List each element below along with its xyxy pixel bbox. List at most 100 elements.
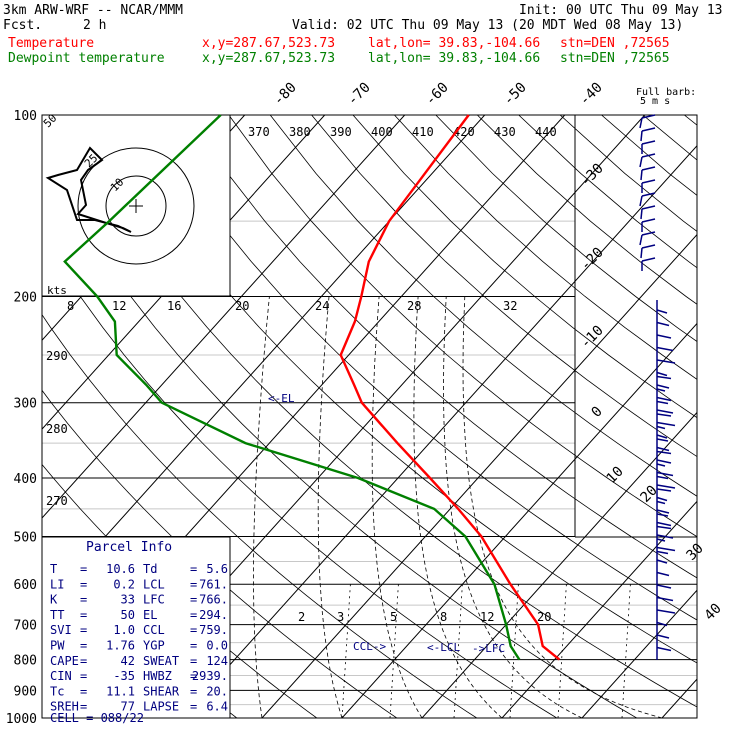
isotherm--80 [42, 115, 326, 430]
parcel-eq2-4: = [190, 623, 197, 637]
parcel-value-7: -35 [113, 669, 135, 683]
parcel-value2-9: 6.4 [206, 700, 228, 714]
theta-label-390: 390 [330, 125, 352, 139]
barb-upper-4 [640, 169, 643, 181]
barb-upper-9 [639, 234, 643, 246]
parcel-eq2-6: = [190, 654, 197, 668]
barb-lower-27 [656, 646, 672, 652]
barb-lower-11 [656, 446, 670, 452]
parcel-eq-9: = [80, 700, 87, 714]
parcel-label-6: CAPE [50, 654, 79, 668]
barb-upper-3 [639, 156, 643, 168]
isotherm-label--50: -50 [501, 80, 530, 109]
barb-lower-b-8 [656, 413, 672, 417]
parcel-eq-2: = [80, 593, 87, 607]
dry-adiabat-310 [62, 115, 697, 708]
parcel-label-1: LI [50, 577, 64, 591]
parcel-frame [41, 536, 231, 719]
moist-adiabat-3 [413, 296, 503, 718]
isotherm-20 [581, 589, 697, 718]
hodograph-trace [45, 146, 132, 233]
pressure-label-100: 100 [14, 109, 37, 124]
barb-upper-flag-6 [641, 192, 656, 197]
barb-lower-b-5 [656, 375, 672, 380]
parcel-value2-7: 2939. [192, 669, 228, 683]
barb-lower-b-7 [656, 400, 669, 405]
barb-upper-0 [639, 117, 643, 129]
barb-upper-6 [639, 195, 643, 207]
theta-label-380: 380 [289, 125, 311, 139]
theta-label-410: 410 [412, 125, 434, 139]
pressure-label-500: 500 [14, 530, 37, 545]
wind-legend-units: 5 m s [640, 96, 670, 107]
legend-dewpoint: Dewpoint temperature [8, 51, 165, 66]
hodograph-ring-10 [105, 175, 167, 237]
lcl-annotation: <-LCL [427, 641, 460, 654]
parcel-eq2-1: = [190, 577, 197, 591]
barb-lower-15 [656, 496, 668, 502]
barb-upper-flag-8 [641, 218, 656, 223]
dry-adiabat-360 [269, 115, 697, 497]
barb-lower-14 [656, 484, 676, 489]
lfc-annotation: ->LFC [472, 642, 505, 655]
parcel-label-0: T [50, 562, 57, 576]
isotherm-label--80: -80 [271, 80, 300, 109]
theta-left-label-280: 280 [46, 422, 68, 436]
mixing-ratio-2 [341, 584, 351, 718]
barb-upper-flag-1 [641, 127, 656, 132]
isotherm-label--60: -60 [423, 80, 452, 109]
parcel-eq2-8: = [190, 684, 197, 698]
isotherm-30 [661, 678, 697, 718]
dry-adiabat-390 [394, 115, 697, 380]
parcel-title: Parcel Info [86, 540, 172, 555]
barb-lower-24 [656, 609, 676, 614]
temperature-line [339, 114, 561, 661]
barb-upper-1 [640, 130, 643, 142]
mixing-ratio-label-3: 3 [337, 610, 344, 624]
dry-adiabat-300 [42, 154, 638, 718]
barb-lower-12 [656, 459, 672, 464]
theta-left-label-290: 290 [46, 349, 68, 363]
barb-lower-b-11 [656, 450, 672, 455]
barb-upper-flag-3 [641, 153, 656, 158]
legend-temperature: Temperature [8, 36, 95, 51]
init-time: Init: 00 UTC Thu 09 May 13 [519, 3, 723, 18]
parcel-label2-2: LFC [143, 593, 165, 607]
dry-adiabat-320 [104, 115, 697, 664]
parcel-eq2-2: = [190, 593, 197, 607]
parcel-label2-3: EL [143, 608, 157, 622]
parcel-eq-0: = [80, 562, 87, 576]
barb-upper-flag-5 [641, 179, 656, 184]
parcel-label-5: PW [50, 639, 65, 653]
isotherm--10 [341, 322, 697, 718]
mixing-ratio-label-8: 8 [440, 610, 447, 624]
parcel-label-4: SVI [50, 623, 72, 637]
speed-tick-28: 28 [407, 299, 421, 313]
parcel-label2-4: CCL [143, 623, 165, 637]
dry-adiabat-460 [684, 115, 697, 126]
barb-lower-18 [656, 534, 674, 539]
speed-tick-8: 8 [67, 299, 74, 313]
theta-label-400: 400 [371, 125, 393, 139]
temp-stn: stn=DEN ,72565 [560, 36, 670, 51]
moist-adiabat-5 [462, 296, 663, 718]
parcel-label2-9: LAPSE [143, 700, 179, 714]
parcel-eq-3: = [80, 608, 87, 622]
parcel-value-3: 50 [121, 608, 135, 622]
mixing-ratio-20 [621, 584, 631, 718]
pressure-label-300: 300 [14, 397, 37, 412]
wind-barbs [639, 114, 676, 660]
dewpoint-line [63, 114, 521, 661]
parcel-cell: CELL = 088/22 [50, 711, 144, 725]
barb-upper-7 [640, 208, 643, 220]
parcel-value-9: 77 [121, 700, 135, 714]
barb-lower-5 [656, 371, 668, 377]
pressure-label-600: 600 [14, 578, 37, 593]
parcel-value2-1: 761. [199, 577, 228, 591]
barb-upper-flag-7 [641, 205, 656, 210]
parcel-label-8: Tc [50, 684, 64, 698]
dry-adiabat-290 [42, 236, 558, 718]
parcel-eq-4: = [80, 623, 87, 637]
